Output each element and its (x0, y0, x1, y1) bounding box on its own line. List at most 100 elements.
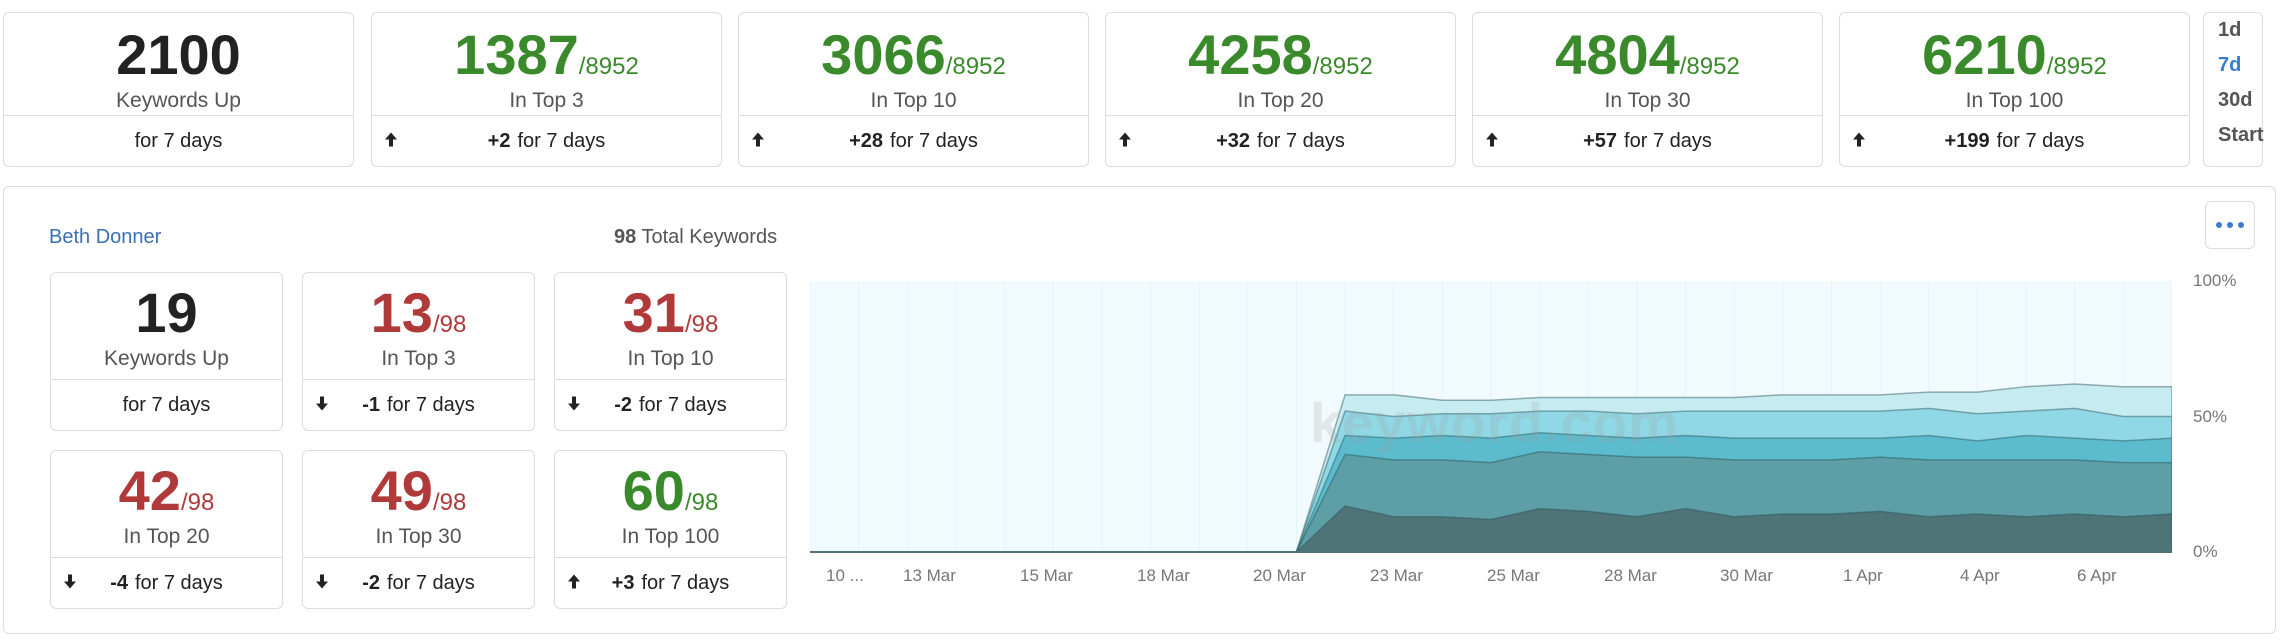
rank-value: 42/98 (118, 459, 215, 522)
total-keywords-label: Total Keywords (641, 226, 778, 248)
arrow-up-icon (1118, 132, 1132, 151)
y-tick-label: 0% (2193, 542, 2218, 561)
change-period: for 7 days (638, 393, 727, 416)
rank-total: /8952 (1679, 53, 1740, 80)
total-keywords-count: 98 (614, 226, 637, 248)
rank-value: 13/98 (370, 281, 467, 344)
rank-card: 1387/8952 In Top 3 +2 for 7 days (371, 12, 722, 167)
more-options-button[interactable] (2205, 201, 2255, 249)
period-selector[interactable]: 1d 7d 30d Start (2203, 12, 2264, 167)
panel-keywords-up-card: 19 Keywords Up for 7 days (50, 272, 283, 431)
change-period: for 7 days (1624, 129, 1712, 152)
change-value: -1 (362, 393, 380, 416)
change-period: for 7 days (1996, 129, 2085, 152)
rank-change: +57 for 7 days (1473, 115, 1822, 166)
x-tick-label: 6 Apr (2077, 566, 2117, 585)
x-tick-label: 1 Apr (1843, 566, 1883, 585)
rank-value: 49/98 (370, 459, 467, 522)
rank-label: In Top 3 (509, 89, 584, 112)
y-tick-label: 100% (2193, 271, 2237, 290)
arrow-down-icon (567, 396, 581, 415)
period-option[interactable]: 1d (2218, 19, 2242, 41)
user-name-link[interactable]: Beth Donner (49, 226, 162, 248)
x-tick-label: 25 Mar (1487, 566, 1540, 585)
panel-keywords-up-label: Keywords Up (104, 347, 229, 370)
rank-change: +3 for 7 days (555, 557, 786, 608)
rank-change: +199 for 7 days (1840, 115, 2189, 166)
x-tick-label: 23 Mar (1370, 566, 1423, 585)
rank-card: 4258/8952 In Top 20 +32 for 7 days (1105, 12, 1456, 167)
rank-label: In Top 3 (381, 347, 456, 370)
panel-keywords-up-footer: for 7 days (51, 379, 282, 430)
change-period: for 7 days (134, 571, 223, 594)
change-value: +28 (849, 129, 884, 152)
x-tick-label: 28 Mar (1604, 566, 1657, 585)
rank-total: /98 (180, 489, 215, 516)
rank-card: 31/98 In Top 10 -2 for 7 days (554, 272, 787, 431)
rank-label: In Top 10 (870, 89, 957, 112)
rank-card: 60/98 In Top 100 +3 for 7 days (554, 450, 787, 609)
period-option[interactable]: 7d (2218, 54, 2242, 76)
x-tick-label: 20 Mar (1253, 566, 1306, 585)
user-rankings-panel (3, 186, 2276, 634)
rank-value: 31/98 (622, 281, 719, 344)
arrow-up-icon (751, 132, 765, 151)
arrow-up-icon (1852, 132, 1866, 151)
x-tick-label: 10 ... (826, 566, 864, 585)
rank-value: 60/98 (622, 459, 719, 522)
change-value: -2 (614, 393, 632, 416)
more-horizontal-icon (2216, 222, 2222, 228)
rank-card: 42/98 In Top 20 -4 for 7 days (50, 450, 283, 609)
change-period: for 7 days (386, 393, 475, 416)
rank-card: 13/98 In Top 3 -1 for 7 days (302, 272, 535, 431)
arrow-up-icon (1485, 132, 1499, 151)
rank-total: /98 (432, 311, 467, 338)
rank-card: 3066/8952 In Top 10 +28 for 7 days (738, 12, 1089, 167)
rank-total: /8952 (578, 53, 639, 80)
rank-label: In Top 10 (627, 347, 714, 370)
keywords-up-footer: for 7 days (4, 115, 353, 166)
rank-label: In Top 20 (1237, 89, 1324, 112)
rank-total: /8952 (945, 53, 1006, 80)
change-period: for 7 days (517, 129, 606, 152)
rank-change: +32 for 7 days (1106, 115, 1455, 166)
change-value: +2 (487, 129, 511, 152)
total-keywords: 98 Total Keywords (614, 226, 777, 249)
rank-label: In Top 30 (1604, 89, 1691, 112)
y-tick-label: 50% (2193, 406, 2228, 426)
change-period: for 7 days (641, 571, 730, 594)
rank-label: In Top 100 (1965, 89, 2064, 112)
rank-change: -1 for 7 days (303, 379, 534, 430)
change-period: for 7 days (386, 571, 475, 594)
arrow-down-icon (315, 396, 329, 415)
x-tick-label: 30 Mar (1720, 566, 1773, 585)
summary-keywords-up-card: 2100 Keywords Up for 7 days (3, 12, 354, 167)
arrow-down-icon (63, 574, 77, 593)
rank-label: In Top 30 (375, 525, 462, 548)
rank-total: /8952 (1312, 53, 1373, 80)
rank-value: 1387/8952 (454, 23, 639, 86)
period-option[interactable]: Start (2218, 124, 2264, 146)
rank-total: /98 (432, 489, 467, 516)
period-option[interactable]: 30d (2218, 89, 2253, 111)
rank-label: In Top 100 (621, 525, 720, 548)
x-tick-label: 4 Apr (1960, 566, 2000, 585)
rankings-area-chart (810, 281, 2172, 553)
keywords-up-label: Keywords Up (116, 89, 241, 112)
rank-total: /98 (684, 489, 719, 516)
arrow-up-icon (384, 132, 398, 151)
rank-label: In Top 20 (123, 525, 210, 548)
change-value: -2 (362, 571, 380, 594)
x-tick-label: 15 Mar (1020, 566, 1073, 585)
rank-card: 4804/8952 In Top 30 +57 for 7 days (1472, 12, 1823, 167)
rank-card: 49/98 In Top 30 -2 for 7 days (302, 450, 535, 609)
change-value: +32 (1216, 129, 1251, 152)
rank-total: /98 (684, 311, 719, 338)
rank-change: -2 for 7 days (555, 379, 786, 430)
change-value: +57 (1583, 129, 1618, 152)
change-value: +199 (1944, 129, 1990, 152)
rank-change: -4 for 7 days (51, 557, 282, 608)
rank-value: 4258/8952 (1188, 23, 1373, 86)
x-tick-label: 18 Mar (1137, 566, 1190, 585)
change-period: for 7 days (1257, 129, 1345, 152)
